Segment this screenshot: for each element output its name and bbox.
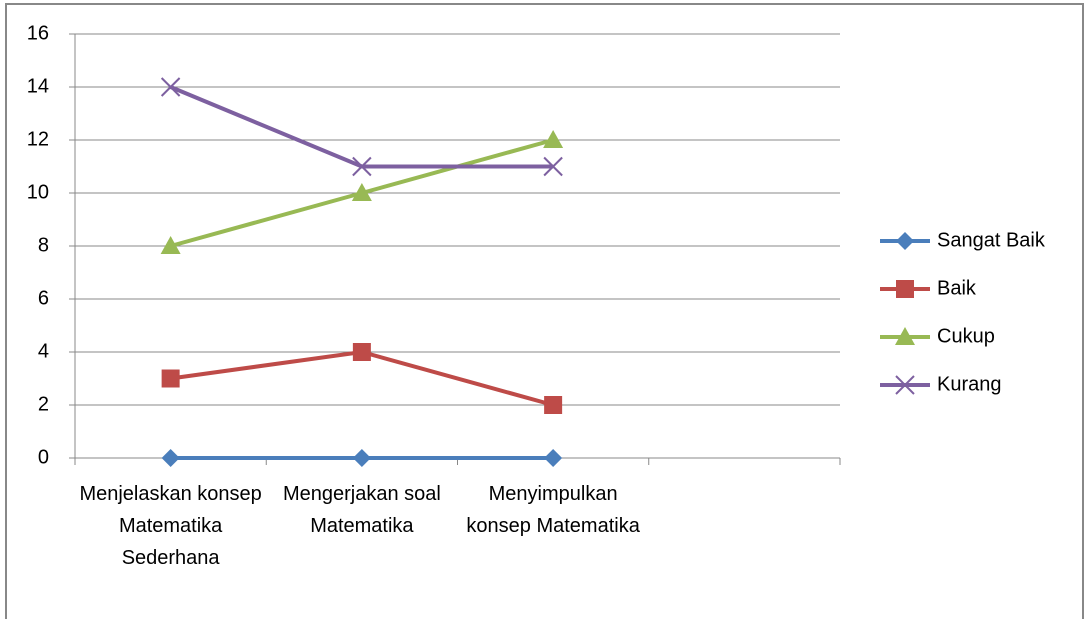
legend-label: Baik [937,277,977,299]
point [543,156,563,177]
legend-label: Cukup [937,325,995,347]
y-tick-label: 14 [27,75,49,97]
point [160,77,181,97]
point [544,449,563,467]
point [351,183,372,201]
y-tick-label: 6 [38,287,49,309]
point [543,130,564,148]
point [161,449,180,467]
legend-label: Sangat Baik [937,229,1046,251]
point [352,156,372,177]
x-tick-label: Menjelaskan konsep Matematika Sederhana [79,483,262,569]
y-tick-label: 16 [27,22,49,44]
x-tick-label: Mengerjakan soal Matematika [282,483,441,537]
y-tick-label: 0 [38,446,49,468]
frame [5,3,1084,619]
legend-marker [896,232,914,250]
legend-marker [896,280,914,298]
point [160,236,181,254]
point [352,449,371,467]
x-tick-label: Menyimpulkan konsep Matematika [466,483,640,537]
legend-label: Kurang [937,373,1002,395]
y-tick-label: 10 [27,181,49,203]
point [161,369,180,388]
y-tick-label: 8 [38,234,49,256]
point [544,396,563,414]
legend-marker [895,327,915,345]
y-tick-label: 12 [27,128,49,150]
y-tick-label: 2 [38,393,49,415]
point [352,343,371,361]
legend-marker [895,375,915,395]
y-tick-label: 4 [38,340,49,362]
